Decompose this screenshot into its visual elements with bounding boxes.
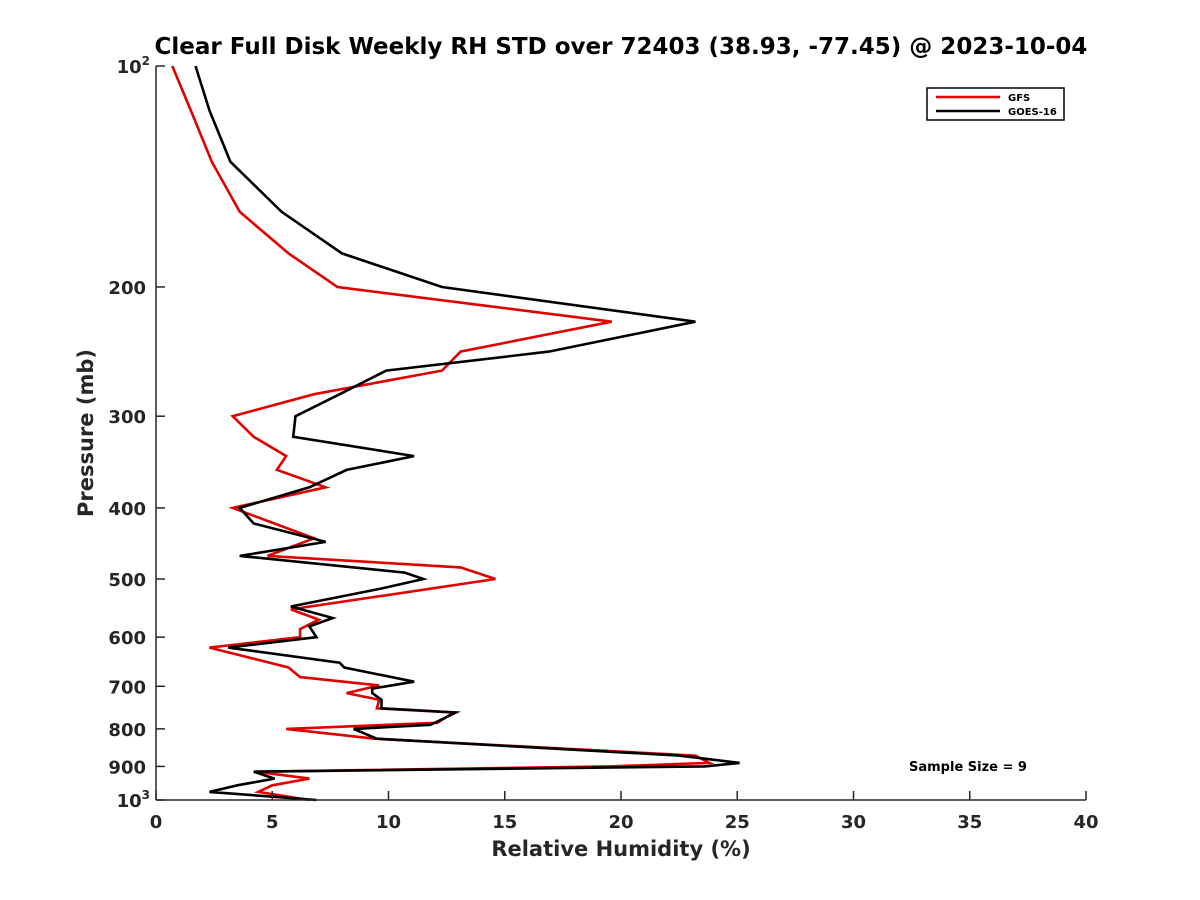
y-tick-label: 102 xyxy=(117,54,150,78)
x-tick-label: 25 xyxy=(725,812,750,833)
x-tick-label: 40 xyxy=(1073,812,1098,833)
y-tick-label: 700 xyxy=(108,677,146,698)
sample-size-annotation: Sample Size = 9 xyxy=(909,760,1027,775)
axes-layer xyxy=(155,66,1086,801)
series-line-gfs xyxy=(171,65,715,802)
x-tick-label: 20 xyxy=(608,812,633,833)
x-tick-label: 15 xyxy=(492,812,517,833)
x-ticks: 0 5 10 15 20 25 30 35 40 xyxy=(150,791,1099,833)
legend: GFS GOES-16 xyxy=(926,87,1065,121)
y-tick-label: 900 xyxy=(108,757,146,778)
y-tick-label: 400 xyxy=(108,499,146,520)
series-layer xyxy=(171,65,740,802)
legend-label-goes16: GOES-16 xyxy=(1008,107,1057,118)
y-ticks: 102 200 300 400 500 600 700 800 900 103 xyxy=(108,54,165,812)
y-tick-label: 300 xyxy=(108,407,146,428)
y-tick-label: 800 xyxy=(108,720,146,741)
series-line-goes16 xyxy=(194,65,740,802)
x-tick-label: 30 xyxy=(841,812,866,833)
y-axis-label: Pressure (mb) xyxy=(74,349,98,517)
y-tick-label: 103 xyxy=(117,788,150,812)
x-tick-label: 0 xyxy=(150,812,163,833)
y-tick-label: 500 xyxy=(108,570,146,591)
legend-box xyxy=(926,87,1065,121)
x-tick-label: 10 xyxy=(376,812,401,833)
x-tick-label: 5 xyxy=(266,812,279,833)
legend-label-gfs: GFS xyxy=(1008,93,1030,104)
y-tick-label: 200 xyxy=(108,278,146,299)
x-axis-label: Relative Humidity (%) xyxy=(491,837,750,861)
plot-area: 0 5 10 15 20 25 30 35 40 102 200 300 400 500 600 700 80… xyxy=(108,54,1098,833)
x-tick-label: 35 xyxy=(957,812,982,833)
chart-title: Clear Full Disk Weekly RH STD over 72403… xyxy=(155,34,1088,60)
y-tick-label: 600 xyxy=(108,628,146,649)
